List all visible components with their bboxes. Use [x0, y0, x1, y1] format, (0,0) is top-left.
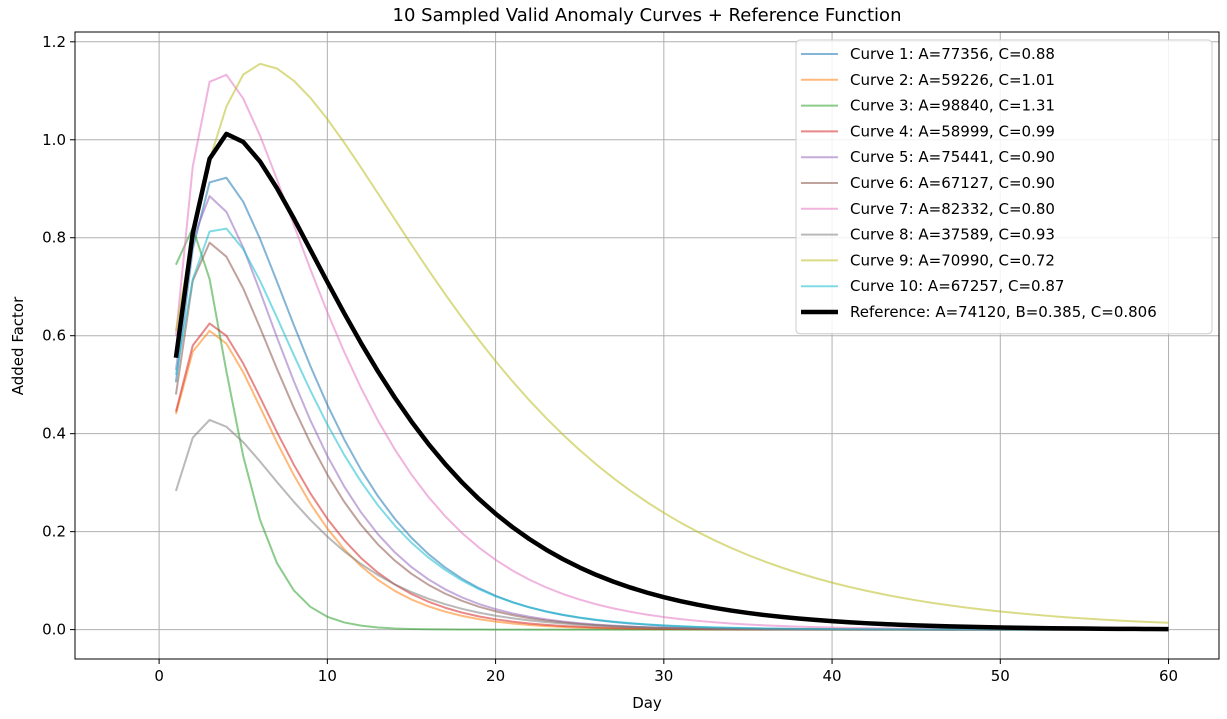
y-axis-label: Added Factor [9, 296, 27, 395]
plot-frame [74, 31, 1220, 660]
x-tick-label: 30 [654, 667, 673, 685]
legend-label: Reference: A=74120, B=0.385, C=0.806 [850, 303, 1157, 321]
x-tick-label: 40 [823, 667, 842, 685]
ticks-layer: 0 10 20 30 40 50 60 0.0 0.2 0.4 0.6 0.8 1.0 1.2 [42, 33, 1178, 685]
curve-line-4 [174, 322, 1169, 631]
y-tick-label: 1.0 [42, 131, 66, 149]
legend-label: Curve 5: A=75441, C=0.90 [850, 148, 1055, 166]
curve-line-9 [174, 62, 1169, 624]
y-tick-label: 0.2 [42, 523, 66, 541]
legend-label: Curve 10: A=67257, C=0.87 [850, 277, 1064, 295]
x-tick-label: 0 [154, 667, 164, 685]
x-axis-label: Day [632, 694, 662, 712]
curve-line-2 [174, 329, 1169, 631]
y-tick-label: 0.6 [42, 327, 66, 345]
y-tick-label: 1.2 [42, 33, 66, 51]
x-tick-label: 10 [318, 667, 337, 685]
legend: Curve 1: A=77356, C=0.88 Curve 2: A=59226… [795, 39, 1213, 335]
legend-label: Curve 6: A=67127, C=0.90 [850, 174, 1055, 192]
x-tick-label: 50 [991, 667, 1010, 685]
series-layer [173, 62, 1169, 632]
legend-label: Curve 1: A=77356, C=0.88 [850, 45, 1055, 63]
y-tick-label: 0.0 [42, 621, 66, 639]
x-tick-label: 20 [486, 667, 505, 685]
legend-label: Curve 9: A=70990, C=0.72 [850, 251, 1055, 269]
y-tick-label: 0.4 [42, 425, 66, 443]
legend-label: Curve 4: A=58999, C=0.99 [850, 122, 1055, 140]
legend-label: Curve 7: A=82332, C=0.80 [850, 200, 1055, 218]
legend-box [795, 39, 1213, 335]
x-tick-label: 60 [1159, 667, 1178, 685]
legend-label: Curve 3: A=98840, C=1.31 [850, 97, 1055, 115]
chart-title: 10 Sampled Valid Anomaly Curves + Refere… [393, 5, 902, 26]
legend-label: Curve 8: A=37589, C=0.93 [850, 226, 1055, 244]
reference-curve-line [173, 131, 1169, 632]
y-tick-label: 0.8 [42, 229, 66, 247]
legend-label: Curve 2: A=59226, C=1.01 [850, 71, 1055, 89]
